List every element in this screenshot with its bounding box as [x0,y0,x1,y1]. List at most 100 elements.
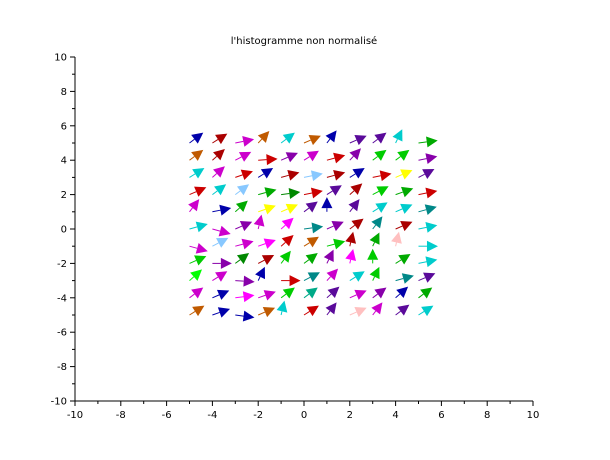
arrow-shaft [395,156,401,161]
arrow-head [333,152,346,164]
arrow-shaft [395,208,403,213]
arrow-head [310,187,323,199]
arrow-shaft [189,173,196,178]
arrow-head [213,166,225,178]
arrow-head [426,136,438,148]
arrow-shaft [189,226,198,230]
arrow-shaft [257,225,260,230]
arrow-shaft [418,311,425,316]
arrow-shaft [258,192,267,196]
arrow-head [400,169,413,180]
arrow-shaft [349,139,357,144]
arrow-shaft [418,141,427,144]
arrow-shaft [349,276,356,282]
arrow-head [261,255,275,266]
arrow-shaft [372,175,381,178]
arrow-shaft [395,138,398,144]
arrow-shaft [234,259,241,264]
arrow-head [376,186,389,197]
arrow-head [374,132,387,144]
arrow-shaft [349,190,355,195]
arrow-head [242,291,255,303]
arrow-head [400,221,413,232]
arrow-shaft [235,314,244,317]
arrow-head [216,289,230,300]
x-tick-label: 8 [484,410,490,421]
arrow-shaft [372,138,378,144]
arrow-head [285,152,298,163]
arrow-head [423,272,436,283]
arrow-shaft [258,208,266,213]
arrow-head [306,305,319,317]
arrow-shaft [257,173,265,178]
arrow-head [305,253,318,265]
arrow-head [371,216,383,229]
arrow-head [325,130,337,143]
arrow-shaft [418,158,427,161]
arrow-head [192,168,205,179]
arrow-shaft [189,276,195,281]
arrow-head [401,186,414,198]
arrow-shaft [212,311,220,316]
arrow-head [369,266,380,280]
arrow-shaft [395,293,401,299]
arrow-head [262,307,276,318]
arrow-head [367,248,379,260]
arrow-head [325,302,337,315]
arrow-head [369,232,380,245]
arrow-head [323,249,334,262]
arrow-head [216,237,229,248]
arrow-shaft [395,310,401,316]
arrow-shaft [257,259,265,264]
arrow-head [220,257,232,269]
chart-title: l'histogramme non normalisé [231,35,377,47]
arrow-head [424,204,437,216]
arrow-head [257,131,270,143]
arrow-shaft [418,173,425,178]
arrow-head [397,149,410,161]
arrow-shaft [212,242,219,247]
arrow-head [264,187,277,198]
arrow-shaft [349,155,354,161]
arrow-shaft [418,293,424,299]
arrow-shaft [303,175,313,178]
x-tick-label: -6 [162,410,172,421]
arrow-head [239,221,253,232]
arrow-head [289,275,301,287]
arrow-shaft [189,311,196,316]
arrow-shaft [372,310,377,316]
arrow-head [307,272,320,283]
arrow-head [311,222,324,234]
arrow-head [213,149,225,161]
arrow-head [351,218,364,230]
arrow-shaft [189,260,197,264]
y-tick-label: -6 [57,328,67,339]
y-tick-label: 8 [61,87,67,98]
arrow-head [242,135,255,147]
arrow-shaft [258,294,266,299]
arrow-head [422,169,435,180]
arrow-shaft [326,259,330,264]
arrow-shaft [326,174,335,178]
y-tick-label: 0 [61,225,67,236]
arrow-shaft [372,276,376,281]
arrow-head [321,197,333,209]
arrow-head [194,255,207,266]
arrow-head [305,287,318,299]
arrow-head [215,271,228,282]
axes: -10 -8 -6 -4 -2 0 2 4 6 8 10 -10 -8 -6 -4 -2 0 2 4 6 8 10 [51,53,540,422]
arrow-head [255,266,266,280]
arrow-shaft [212,190,218,195]
arrow-head [308,135,321,146]
arrow-shaft [189,245,198,249]
arrow-shaft [418,277,426,282]
x-tick-label: -4 [207,410,217,421]
arrow-shaft [349,311,357,316]
arrow-head [374,149,387,161]
arrow-shaft [257,276,261,281]
y-tick-label: 4 [61,156,67,167]
arrow-head [401,273,414,284]
arrow-head [354,289,367,300]
arrow-head [263,238,276,249]
arrow-head [327,286,340,299]
